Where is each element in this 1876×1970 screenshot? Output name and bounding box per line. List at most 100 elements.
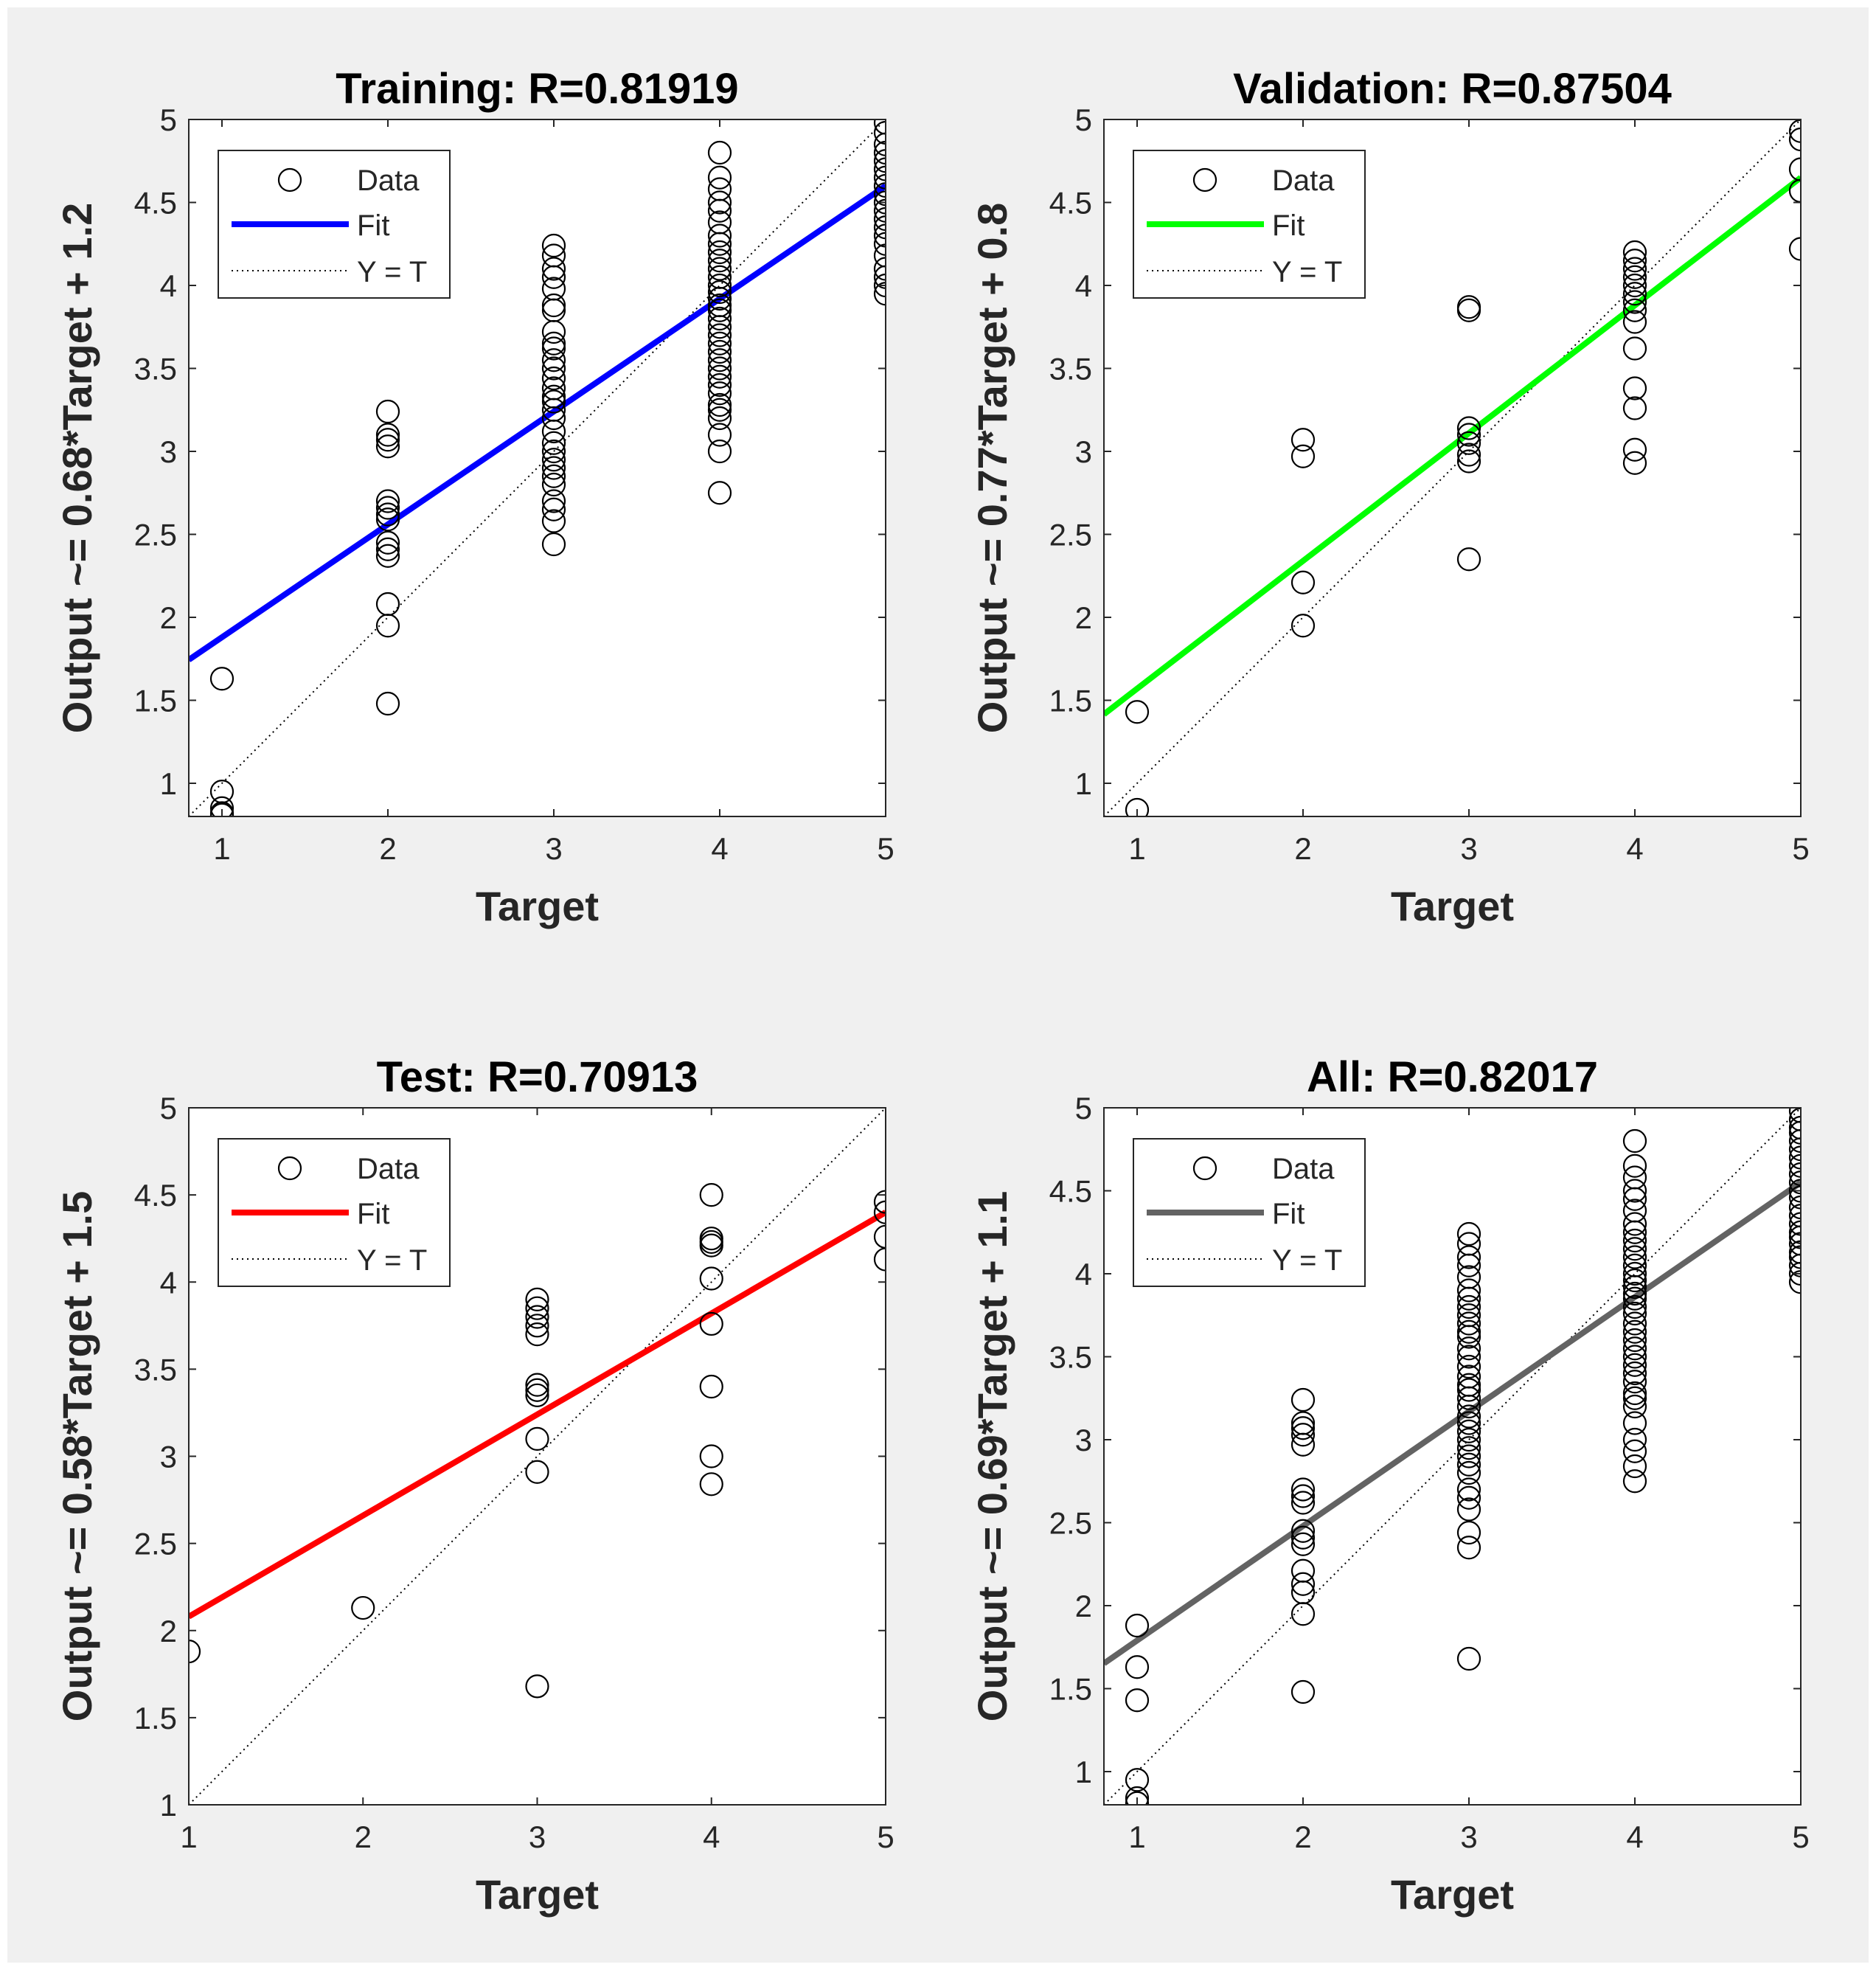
test-y-tick-label: 3.5 <box>134 1352 177 1387</box>
all-y-axis-label: Output ~= 0.69*Target + 1.1 <box>969 1191 1015 1721</box>
test-x-tick-label: 1 <box>180 1820 197 1854</box>
all-data-point <box>1622 1353 1647 1377</box>
training-data-point <box>873 223 886 248</box>
all-data-point <box>1622 1311 1647 1336</box>
training-data-point <box>541 265 566 289</box>
all-data-point <box>1622 1228 1647 1253</box>
test-x-axis-label: Target <box>476 1871 599 1918</box>
validation-x-tick-label: 5 <box>1792 831 1809 866</box>
all-data-point <box>1622 1187 1647 1211</box>
all-panel: 1 2 3 4 5 1 1.5 2 2.5 3 3.5 4 4.5 5 All: R=0.82017 Targ… <box>969 1053 1810 1918</box>
training-data-point <box>707 257 732 281</box>
training-data-point <box>873 132 886 156</box>
test-x-tick-label: 2 <box>355 1820 372 1854</box>
all-data-point <box>1622 1237 1647 1261</box>
training-chart-title: Training: R=0.81919 <box>336 65 738 113</box>
all-y-tick-label: 5 <box>1075 1091 1092 1126</box>
all-plot-area <box>1104 1108 1801 1805</box>
test-identity-line <box>189 1108 886 1805</box>
validation-x-tick-label: 4 <box>1626 831 1643 866</box>
all-data-point <box>1456 1278 1481 1303</box>
all-data-point <box>1456 1477 1481 1502</box>
all-data-point <box>1788 1170 1801 1195</box>
all-data-point <box>1290 1679 1316 1704</box>
all-data-point <box>1456 1253 1481 1277</box>
all-data-point <box>1788 1270 1801 1294</box>
validation-y-tick-label: 4 <box>1075 268 1092 303</box>
all-y-tick-label: 2 <box>1075 1589 1092 1623</box>
test-y-tick-label: 4 <box>160 1265 177 1300</box>
training-data-point <box>707 356 732 381</box>
all-data-point <box>1125 1688 1150 1713</box>
training-data-point <box>375 544 400 568</box>
all-data-point <box>1456 1319 1481 1344</box>
validation-legend-data-label: Data <box>1272 164 1335 197</box>
training-data-point <box>707 240 732 265</box>
all-x-tick-label: 1 <box>1128 1820 1145 1854</box>
test-data-point <box>189 1640 201 1664</box>
training-data-point <box>707 280 732 305</box>
training-data-point <box>873 243 886 268</box>
all-x-tick-label: 5 <box>1792 1820 1809 1854</box>
training-y-tick-label: 3 <box>160 434 177 469</box>
all-y-tick-label: 1.5 <box>1049 1672 1092 1707</box>
training-data-point <box>541 431 566 455</box>
all-data-point <box>1788 1137 1801 1162</box>
all-data-point <box>1622 1128 1647 1154</box>
all-data-point <box>1788 1120 1801 1145</box>
all-data-point <box>1290 1484 1316 1508</box>
training-data-point <box>707 323 732 347</box>
training-data-point <box>375 691 400 716</box>
training-data-point <box>707 165 732 190</box>
training-y-axis-label: Output ~= 0.68*Target + 1.2 <box>54 203 100 733</box>
test-data-point <box>873 1200 886 1224</box>
validation-data-point <box>1788 119 1801 143</box>
all-data-point <box>1456 1221 1481 1246</box>
all-data-point <box>1290 1387 1316 1412</box>
training-data-point <box>707 348 732 372</box>
training-data-point <box>375 614 400 638</box>
all-data-point <box>1456 1536 1481 1560</box>
training-data-point <box>375 502 400 527</box>
all-data-point <box>1456 1444 1481 1468</box>
all-data-point <box>1456 1286 1481 1311</box>
training-legend-data-marker <box>277 167 302 193</box>
validation-data-point <box>1456 443 1481 467</box>
all-data-point <box>1456 1411 1481 1435</box>
training-data-point <box>707 249 732 273</box>
training-data-point <box>541 489 566 513</box>
test-y-tick-label: 2 <box>160 1614 177 1648</box>
all-y-tick-label: 4.5 <box>1049 1174 1092 1209</box>
training-data-point <box>541 439 566 464</box>
validation-legend-data-marker <box>1192 167 1217 193</box>
test-data-point <box>699 1311 723 1336</box>
validation-chart-title: Validation: R=0.87504 <box>1233 65 1672 113</box>
test-legend-data-label: Data <box>357 1153 420 1185</box>
all-data-point <box>1456 1386 1481 1410</box>
all-data-point <box>1788 1128 1801 1154</box>
validation-y-tick-label: 3 <box>1075 434 1092 469</box>
all-data-point <box>1290 1602 1316 1626</box>
all-data-point <box>1788 1162 1801 1187</box>
training-data-point <box>873 157 886 181</box>
all-data-point <box>1456 1520 1481 1545</box>
all-data-point <box>1456 1419 1481 1443</box>
training-y-tick-label: 2 <box>160 600 177 635</box>
all-data-point <box>1290 1532 1316 1556</box>
all-data-point <box>1290 1423 1316 1447</box>
all-y-tick-label: 2.5 <box>1049 1506 1092 1541</box>
training-data-point <box>873 207 886 232</box>
training-data-point <box>541 497 566 521</box>
validation-y-tick-label: 4.5 <box>1049 186 1092 221</box>
all-data-point <box>1456 1460 1481 1485</box>
all-data-point <box>1622 1394 1647 1419</box>
all-data-point <box>1788 1212 1801 1236</box>
all-data-point <box>1456 1294 1481 1319</box>
all-data-point <box>1456 1394 1481 1419</box>
test-y-axis-label: Output ~= 0.58*Target + 1.5 <box>54 1191 100 1721</box>
training-legend: Data Fit Y = T <box>218 150 451 299</box>
training-data-point <box>707 423 732 447</box>
test-data-point <box>525 1383 549 1407</box>
all-data-point <box>1788 1261 1801 1286</box>
test-legend: Data Fit Y = T <box>218 1138 451 1287</box>
